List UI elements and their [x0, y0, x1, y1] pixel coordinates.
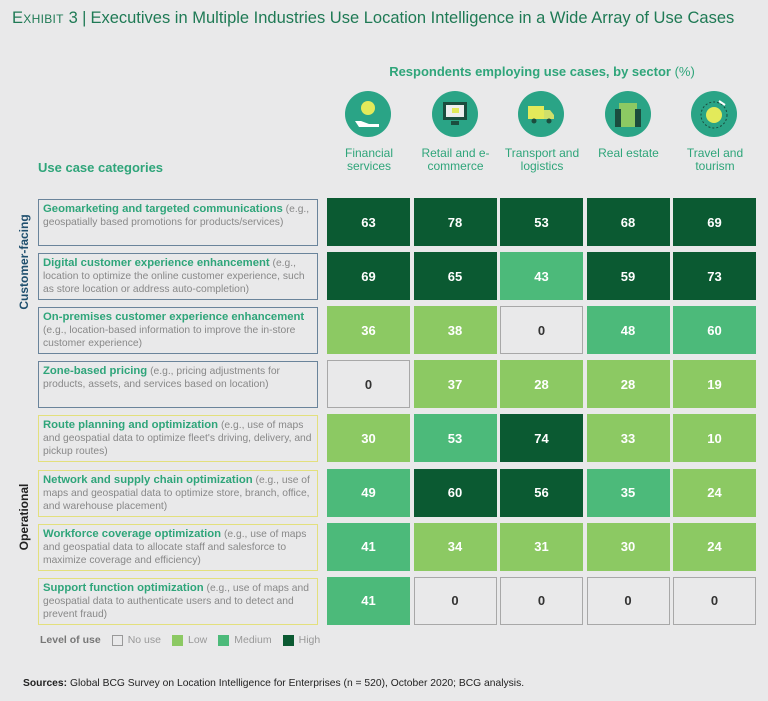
- use-case-label: On-premises customer experience enhancem…: [38, 307, 318, 355]
- title-text: Executives in Multiple Industries Use Lo…: [90, 9, 735, 27]
- use-case-desc: (e.g., use of maps and geospatial data t…: [43, 528, 307, 566]
- heatmap-cell: 0: [500, 306, 583, 355]
- legend-swatch-none: [111, 634, 123, 646]
- heatmap-cell: 19: [673, 360, 756, 409]
- subhead-label: Respondents employing use cases, by sect…: [389, 64, 671, 79]
- use-case-label: Workforce coverage optimization (e.g., u…: [38, 523, 318, 571]
- use-case-name: On-premises customer experience enhancem…: [43, 311, 305, 324]
- heatmap-cell: 59: [586, 252, 670, 301]
- legend-swatch-medium: [218, 634, 230, 646]
- heatmap-cell: 33: [586, 414, 670, 463]
- use-case-label: Route planning and optimization (e.g., u…: [38, 415, 318, 463]
- divider: |: [82, 9, 87, 27]
- use-case-label: Digital customer experience enhancement …: [38, 253, 318, 301]
- heatmap-cell: 56: [500, 468, 583, 517]
- heatmap-cell: 78: [413, 198, 497, 246]
- use-case-name: Network and supply chain optimization: [43, 473, 253, 486]
- use-case-name: Geomarketing and targeted communications: [43, 203, 283, 215]
- heatmap-cell: 60: [413, 468, 497, 517]
- column-group-header: Respondents employing use cases, by sect…: [327, 64, 757, 79]
- heatmap-cell: 37: [413, 360, 497, 409]
- sector-label: Retail and e-commerce: [421, 146, 490, 173]
- heatmap-cell: 28: [500, 360, 583, 409]
- heatmap-cell: 10: [673, 414, 756, 463]
- use-case-name: Route planning and optimization: [43, 419, 219, 432]
- use-case-desc: (e.g., pricing adjustments for products,…: [43, 366, 280, 391]
- use-case-label: Geomarketing and targeted communications…: [38, 199, 318, 246]
- hand-coin-icon: [345, 91, 391, 137]
- heatmap-cell: 0: [500, 576, 583, 625]
- exhibit-number: Exhibit 3: [12, 9, 79, 27]
- use-case-desc: (e.g., use of maps and geospatial data t…: [43, 582, 309, 620]
- group-label-operational: Operational: [17, 483, 31, 551]
- heatmap-cell: 53: [413, 414, 497, 463]
- subhead-unit: (%): [674, 64, 695, 79]
- sector-label: Real estate: [598, 146, 659, 160]
- legend-medium: Medium: [234, 634, 272, 646]
- use-case-label: Support function optimization (e.g., use…: [38, 577, 318, 625]
- heatmap-cell: 0: [673, 576, 756, 625]
- legend-none: No use: [127, 634, 161, 646]
- heatmap-cell: 24: [673, 468, 756, 517]
- heatmap-cell: 63: [327, 198, 410, 246]
- heatmap-cell: 65: [413, 252, 497, 301]
- exhibit-title: Exhibit 3 | Executives in Multiple Industr…: [12, 9, 734, 28]
- legend-low: Low: [187, 634, 208, 646]
- use-case-label: Network and supply chain optimization (e…: [38, 469, 318, 517]
- source-note: Sources: Global BCG Survey on Location I…: [23, 678, 524, 689]
- heatmap-cell: 0: [413, 576, 497, 625]
- globe-plane-icon: [691, 91, 737, 137]
- building-icon: [604, 91, 651, 137]
- heatmap-cell: 73: [673, 252, 756, 301]
- use-case-name: Workforce coverage optimization: [43, 527, 222, 540]
- heatmap-cell: 38: [413, 306, 497, 355]
- heatmap-cell: 28: [586, 360, 670, 409]
- heatmap-cell: 69: [673, 198, 756, 246]
- heatmap-cell: 74: [500, 414, 583, 463]
- use-case-label: Zone-based pricing (e.g., pricing adjust…: [38, 361, 318, 409]
- sector-label: Financial services: [344, 146, 394, 173]
- use-case-name: Zone-based pricing: [43, 365, 148, 378]
- source-text: Global BCG Survey on Location Intelligen…: [69, 678, 525, 689]
- heatmap-cell: 53: [500, 198, 583, 246]
- heatmap-cell: 68: [586, 198, 670, 246]
- heatmap-cell: 0: [327, 360, 410, 409]
- source-label: Sources:: [23, 678, 68, 689]
- legend-swatch-low: [171, 634, 183, 646]
- heatmap-cell: 31: [500, 522, 583, 571]
- heatmap-cell: 0: [586, 576, 670, 625]
- heatmap-cell: 34: [413, 522, 497, 571]
- legend-swatch-high: [282, 634, 294, 646]
- legend-title: Level of use: [40, 634, 101, 646]
- heatmap-cell: 30: [586, 522, 670, 571]
- heatmap-cell: 69: [327, 252, 410, 301]
- group-label-customer: Customer-facing: [17, 214, 31, 310]
- use-case-header: Use case categories: [38, 160, 164, 175]
- use-case-desc: (e.g., geospatially based promotions for…: [43, 204, 310, 228]
- use-case-desc: (e.g., location to optimize the online c…: [43, 258, 305, 296]
- sector-label: Transport and logistics: [504, 146, 580, 173]
- monitor-cart-icon: [431, 91, 478, 137]
- heatmap-cell: 41: [327, 522, 410, 571]
- legend-high: High: [298, 634, 321, 646]
- heatmap-cell: 48: [586, 306, 670, 355]
- use-case-desc: (e.g., location-based information to imp…: [43, 325, 296, 350]
- sector-label: Travel and tourism: [686, 146, 744, 173]
- heatmap-cell: 43: [500, 252, 583, 301]
- use-case-desc: (e.g., use of maps and geospatial data t…: [43, 474, 310, 512]
- heatmap-cell: 24: [673, 522, 756, 571]
- use-case-name: Digital customer experience enhancement: [43, 257, 270, 270]
- heatmap-cell: 35: [586, 468, 670, 517]
- heatmap-cell: 41: [327, 576, 410, 625]
- heatmap-cell: 36: [327, 306, 410, 355]
- heatmap-cell: 30: [327, 414, 410, 463]
- use-case-name: Support function optimization: [43, 581, 204, 594]
- heatmap-cell: 49: [327, 468, 410, 517]
- heatmap-cell: 60: [673, 306, 756, 355]
- use-case-desc: (e.g., use of maps and geospatial data t…: [43, 420, 312, 458]
- truck-icon: [518, 91, 564, 137]
- legend: Level of use No use Low Medium High: [40, 634, 320, 646]
